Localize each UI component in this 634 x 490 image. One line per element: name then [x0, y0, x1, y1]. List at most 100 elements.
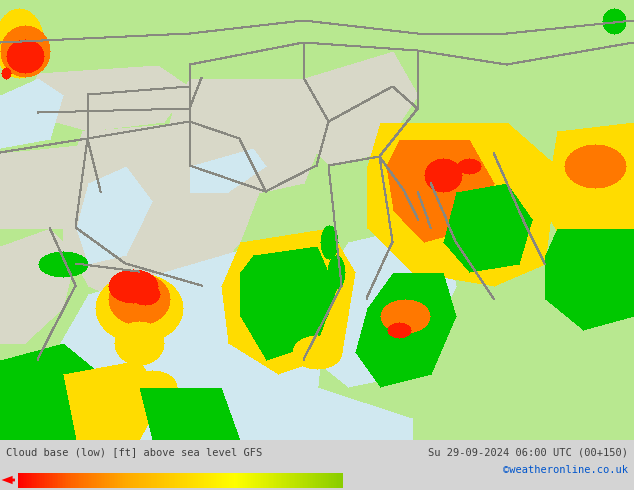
Bar: [26, 472, 28, 488]
Bar: [122, 472, 124, 488]
Bar: [334, 472, 337, 488]
Bar: [108, 472, 111, 488]
Bar: [128, 472, 131, 488]
Bar: [152, 472, 155, 488]
Bar: [110, 472, 112, 488]
Bar: [49, 472, 51, 488]
Bar: [20, 472, 22, 488]
Bar: [307, 472, 309, 488]
Bar: [180, 472, 183, 488]
Bar: [37, 472, 39, 488]
Bar: [99, 472, 101, 488]
Bar: [284, 472, 286, 488]
Bar: [81, 472, 83, 488]
Bar: [198, 472, 200, 488]
Bar: [46, 472, 48, 488]
Bar: [297, 472, 299, 488]
Bar: [21, 472, 23, 488]
Bar: [276, 472, 278, 488]
Bar: [44, 472, 46, 488]
Bar: [177, 472, 179, 488]
Bar: [71, 472, 74, 488]
Bar: [340, 472, 343, 488]
Bar: [23, 472, 25, 488]
Bar: [237, 472, 239, 488]
Bar: [60, 472, 62, 488]
Bar: [230, 472, 233, 488]
Bar: [318, 472, 320, 488]
Bar: [123, 472, 126, 488]
Bar: [300, 472, 302, 488]
Bar: [120, 472, 122, 488]
Bar: [271, 472, 273, 488]
Bar: [292, 472, 294, 488]
Bar: [243, 472, 245, 488]
Bar: [61, 472, 64, 488]
Bar: [159, 472, 161, 488]
Bar: [255, 472, 257, 488]
Bar: [274, 472, 276, 488]
Text: Cloud base (low) [ft] above sea level GFS: Cloud base (low) [ft] above sea level GF…: [6, 447, 262, 458]
Bar: [84, 472, 87, 488]
Bar: [143, 472, 145, 488]
Bar: [138, 472, 140, 488]
Bar: [305, 472, 307, 488]
Bar: [42, 472, 44, 488]
Bar: [169, 472, 171, 488]
Bar: [127, 472, 129, 488]
Bar: [279, 472, 281, 488]
Bar: [253, 472, 256, 488]
Bar: [63, 472, 65, 488]
Bar: [148, 472, 150, 488]
Bar: [188, 472, 190, 488]
Bar: [96, 472, 98, 488]
Bar: [235, 472, 238, 488]
Bar: [125, 472, 127, 488]
Bar: [295, 472, 297, 488]
Bar: [117, 472, 119, 488]
Bar: [216, 472, 218, 488]
Bar: [289, 472, 291, 488]
Bar: [56, 472, 59, 488]
Bar: [214, 472, 216, 488]
Bar: [171, 472, 172, 488]
Bar: [174, 472, 176, 488]
Bar: [287, 472, 290, 488]
Bar: [178, 472, 181, 488]
Bar: [136, 472, 138, 488]
Bar: [146, 472, 148, 488]
Bar: [250, 472, 252, 488]
Bar: [326, 472, 328, 488]
Bar: [308, 472, 311, 488]
Bar: [113, 472, 116, 488]
Bar: [232, 472, 234, 488]
Bar: [211, 472, 213, 488]
Bar: [167, 472, 169, 488]
Bar: [182, 472, 184, 488]
Bar: [261, 472, 264, 488]
Bar: [212, 472, 215, 488]
Bar: [78, 472, 80, 488]
Bar: [195, 472, 197, 488]
Bar: [197, 472, 198, 488]
Bar: [200, 472, 202, 488]
Bar: [89, 472, 91, 488]
Bar: [290, 472, 293, 488]
Bar: [52, 472, 54, 488]
Bar: [282, 472, 285, 488]
Bar: [201, 472, 204, 488]
Bar: [278, 472, 280, 488]
Bar: [320, 472, 322, 488]
Bar: [258, 472, 260, 488]
Bar: [131, 472, 134, 488]
Bar: [105, 472, 108, 488]
Bar: [226, 472, 228, 488]
Bar: [183, 472, 186, 488]
Bar: [141, 472, 143, 488]
Bar: [242, 472, 244, 488]
Bar: [18, 472, 20, 488]
Bar: [266, 472, 268, 488]
Bar: [321, 472, 323, 488]
Bar: [336, 472, 338, 488]
Bar: [58, 472, 61, 488]
